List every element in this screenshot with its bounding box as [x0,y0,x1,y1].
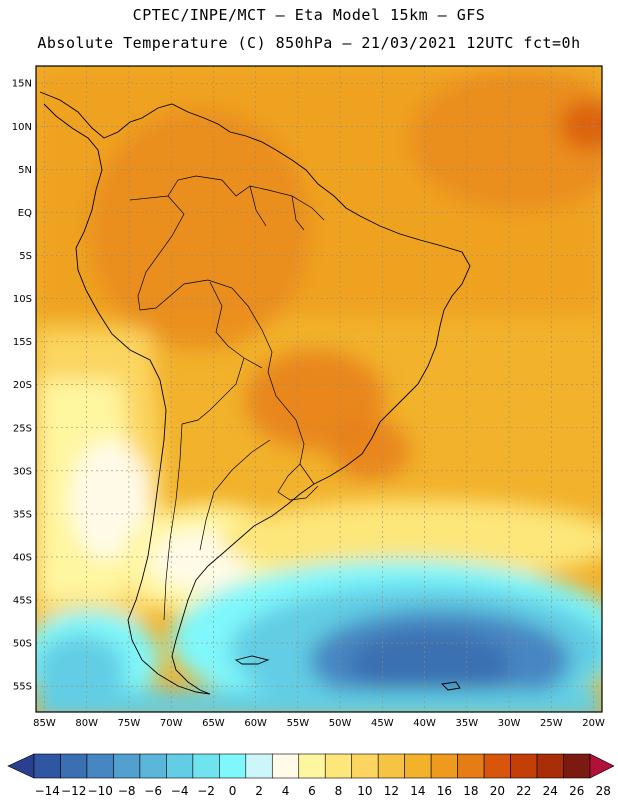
lon-label: 35W [456,718,479,729]
colorbar-swatch [245,753,273,779]
lat-label: 30S [13,466,32,477]
lat-label: 5S [19,251,32,262]
colorbar-swatch [324,753,353,779]
colorbar-label: −12 [61,784,86,798]
colorbar-swatch [33,753,61,779]
colorbar-swatch [139,753,167,779]
colorbar-label: 22 [516,784,531,798]
colorbar-swatch [271,753,300,779]
latitude-labels: 15N 10N 5N EQ 5S 10S 15S 20S 25S 30S 35S 40S 45S 50S 5… [12,79,32,693]
lon-label: 30W [498,718,521,729]
coastlines [39,91,471,695]
lat-label: 10N [12,122,32,133]
graticule [36,66,602,712]
lon-label: 55W [287,718,310,729]
lon-label: 85W [33,718,56,729]
colorbar-label: 0 [229,784,237,798]
lon-label: 60W [244,718,267,729]
lon-label: 80W [75,718,98,729]
colorbar-swatch [563,753,591,779]
colorbar-swatch [404,753,432,779]
lat-label: 25S [13,423,32,434]
lat-label: 55S [13,682,32,693]
lon-label: 75W [118,718,141,729]
lon-label: 70W [160,718,183,729]
lat-label: 10S [13,294,32,305]
colorbar-label: −6 [144,784,162,798]
lat-label: 40S [13,552,32,563]
colorbar-label: 4 [282,784,290,798]
colorbar-label: 26 [569,784,584,798]
colorbar-swatch [457,753,485,779]
colorbar: −14 −12 −10 −8 −6 −4 −2 0 2 4 6 8 10 12 14 16 18 20 22 24 26… [7,753,615,798]
colorbar-swatch [430,753,458,779]
country-borders [129,175,325,621]
colorbar-arrow-right [589,753,615,779]
colorbar-label: −14 [35,784,60,798]
colorbar-swatch [377,753,405,779]
colorbar-swatch [536,753,564,779]
temperature-field [36,66,602,712]
colorbar-label: 18 [463,784,478,798]
lat-label: 15S [13,337,32,348]
lon-label: 45W [371,718,394,729]
colorbar-swatch [219,753,247,779]
lat-label: 50S [13,639,32,650]
colorbar-swatch [351,753,379,779]
lon-label: 40W [413,718,436,729]
colorbar-swatch [86,753,114,779]
colorbar-label: 20 [490,784,505,798]
lat-label: EQ [18,208,32,219]
colorbar-swatch [298,753,326,779]
colorbar-label: 16 [437,784,452,798]
colorbar-swatch [483,753,511,779]
colorbar-swatch [510,753,538,779]
colorbar-label: 8 [335,784,343,798]
lat-label: 20S [13,380,32,391]
lon-label: 25W [540,718,563,729]
lon-label: 65W [202,718,225,729]
colorbar-label: 24 [543,784,558,798]
colorbar-swatch [113,753,141,779]
colorbar-label: 14 [410,784,425,798]
colorbar-label: 6 [308,784,316,798]
colorbar-swatch [60,753,88,779]
colorbar-label: 2 [255,784,263,798]
lat-label: 5N [18,165,32,176]
colorbar-arrow-left [7,753,35,779]
colorbar-label: 10 [357,784,372,798]
lon-label: 50W [329,718,352,729]
colorbar-swatch [192,753,220,779]
lon-label: 20W [582,718,605,729]
lat-label: 45S [13,596,32,607]
colorbar-label: −4 [171,784,189,798]
chart-title: CPTEC/INPE/MCT – Eta Model 15km – GFS [132,6,486,24]
colorbar-label: 12 [384,784,399,798]
colorbar-swatch [166,753,194,779]
colorbar-label: 28 [596,784,611,798]
longitude-labels: 85W 80W 75W 70W 65W 60W 55W 50W 45W 40W 35W 30W 25W 2… [33,718,605,729]
colorbar-label: −2 [197,784,215,798]
lat-label: 35S [13,509,32,520]
lat-label: 15N [12,79,32,90]
colorbar-label: −8 [118,784,136,798]
map-frame [35,65,603,713]
chart-subtitle: Absolute Temperature (C) 850hPa – 21/03/… [37,34,581,52]
colorbar-label: −10 [88,784,113,798]
